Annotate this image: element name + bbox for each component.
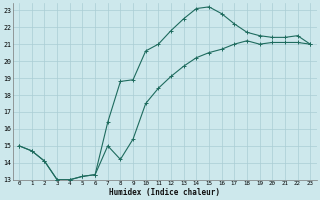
X-axis label: Humidex (Indice chaleur): Humidex (Indice chaleur) — [109, 188, 220, 197]
